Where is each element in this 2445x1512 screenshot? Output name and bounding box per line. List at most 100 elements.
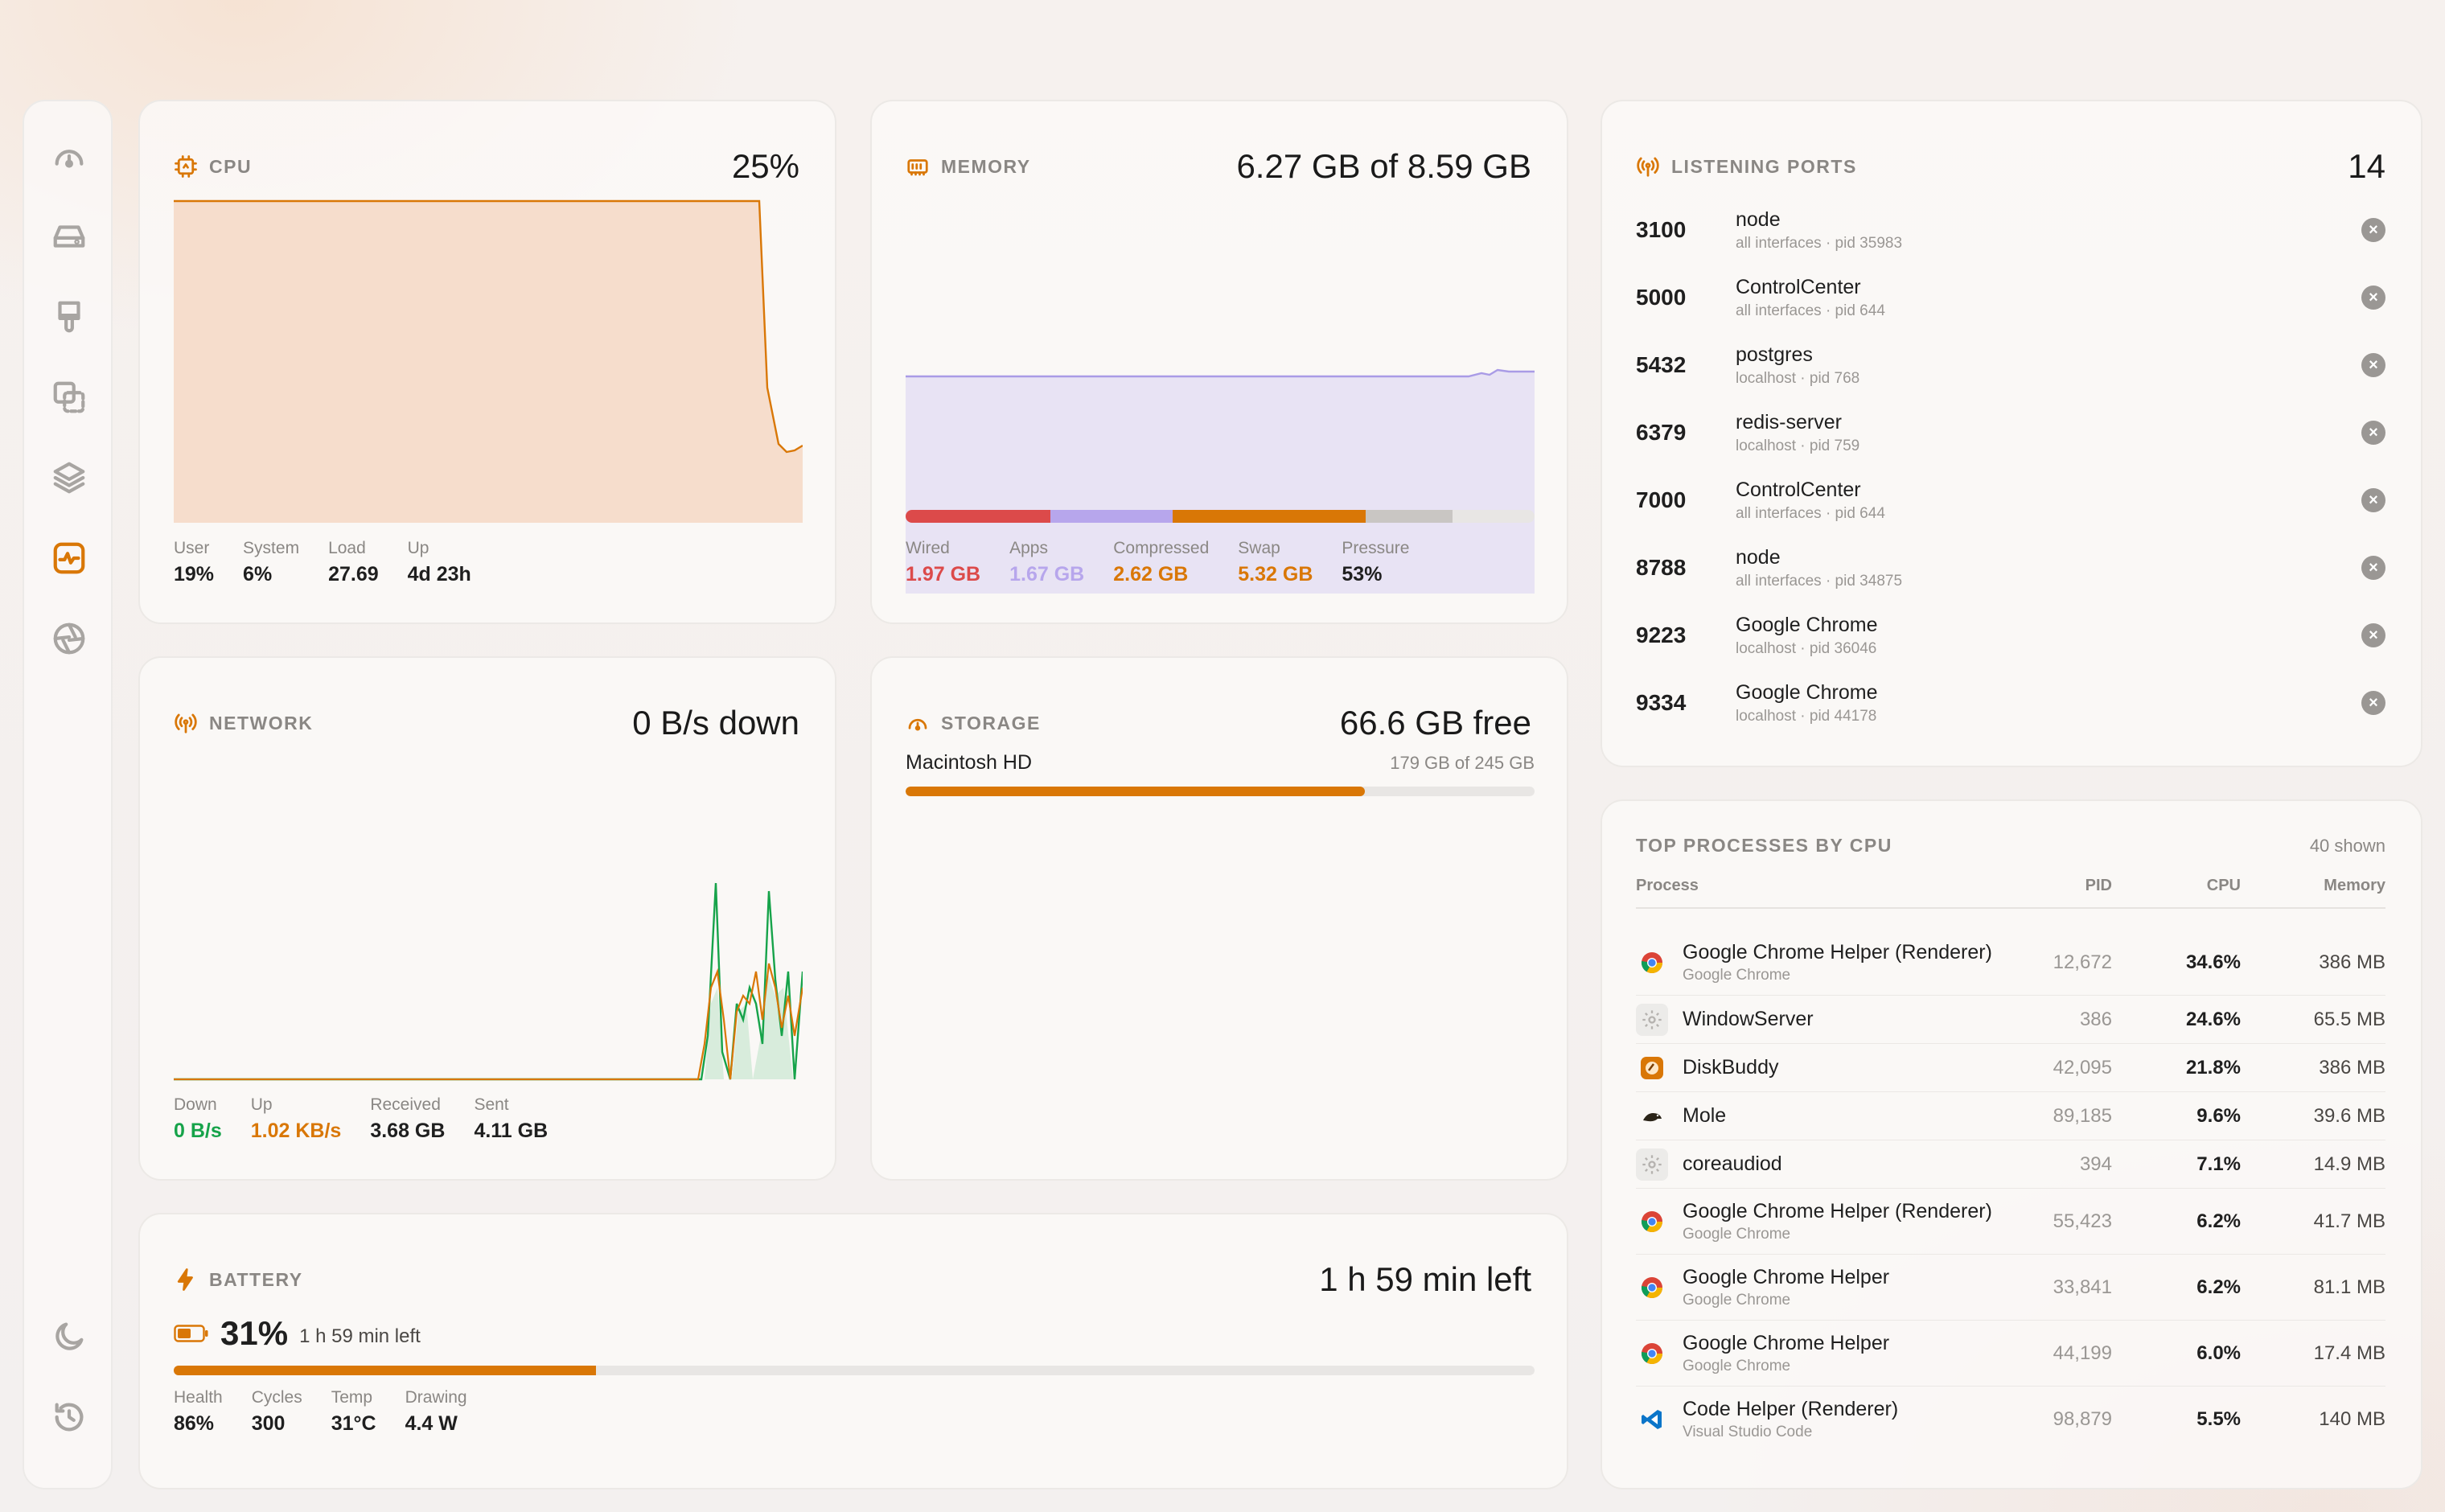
- process-memory: 39.6 MB: [2313, 1105, 2385, 1127]
- broadcast-icon: [175, 713, 197, 733]
- process-row[interactable]: DiskBuddy 42,095 21.8% 386 MB: [1636, 1044, 2385, 1092]
- aperture-icon[interactable]: [45, 614, 93, 663]
- wired-segment: [906, 510, 1050, 523]
- vscode-icon: [1636, 1403, 1668, 1436]
- battery-fill: [174, 1366, 596, 1375]
- disk-row[interactable]: Macintosh HD 179 GB of 245 GB: [906, 751, 1535, 774]
- process-cpu: 9.6%: [2196, 1105, 2241, 1127]
- disk-name: Macintosh HD: [906, 751, 1032, 774]
- process-row[interactable]: Google Chrome Helper (Renderer) Google Ch…: [1636, 1189, 2385, 1255]
- sidebar: [23, 100, 113, 1489]
- gauge-icon[interactable]: [45, 132, 93, 180]
- col-process[interactable]: Process: [1636, 877, 1699, 894]
- process-cpu: 5.5%: [2196, 1408, 2241, 1430]
- battery-bar: [174, 1366, 1535, 1375]
- battery-sub: 1 h 59 min left: [299, 1325, 421, 1347]
- battery-summary: 31% 1 h 59 min left: [174, 1314, 421, 1353]
- apps-icon[interactable]: [45, 373, 93, 421]
- process-pid: 12,672: [2053, 951, 2112, 973]
- process-row[interactable]: coreaudiod 394 7.1% 14.9 MB: [1636, 1140, 2385, 1189]
- process-row[interactable]: Mole 89,185 9.6% 39.6 MB: [1636, 1092, 2385, 1140]
- port-detail: all interfaces · pid 35983: [1736, 234, 1903, 252]
- battery-card: BATTERY 1 h 59 min left 31% 1 h 59 min l…: [138, 1213, 1568, 1489]
- memory-chart: [906, 368, 1535, 594]
- network-card: NETWORK 0 B/s down Down 0 B/s Up 1.02 KB/s…: [138, 656, 836, 1181]
- close-icon[interactable]: ×: [2361, 421, 2385, 445]
- process-pid: 98,879: [2053, 1408, 2112, 1430]
- stat-value: 4.11 GB: [474, 1120, 549, 1142]
- stat-label: User: [174, 539, 210, 557]
- moon-icon[interactable]: [45, 1313, 93, 1361]
- close-icon[interactable]: ×: [2361, 488, 2385, 512]
- gear-icon: [1636, 1148, 1668, 1181]
- stat-label: Temp: [331, 1388, 373, 1407]
- col-memory[interactable]: Memory: [2324, 877, 2385, 894]
- battery-stats: Health 86% Cycles 300 Temp 31°C Drawing 4.4 …: [174, 1388, 467, 1436]
- process-name: Google Chrome Helper: [1683, 1265, 1890, 1288]
- port-row: 6379 redis-server localhost · pid 759 ×: [1636, 399, 2385, 466]
- port-row: 5432 postgres localhost · pid 768 ×: [1636, 331, 2385, 399]
- close-icon[interactable]: ×: [2361, 691, 2385, 715]
- stat-label: Swap: [1238, 539, 1280, 557]
- process-pid: 386: [2079, 1009, 2112, 1030]
- process-app: Visual Studio Code: [1683, 1424, 1813, 1440]
- disk-usage-bar: [906, 787, 1535, 796]
- port-process: Google Chrome: [1736, 613, 1878, 636]
- process-name: WindowServer: [1683, 1008, 1814, 1030]
- stat-value: 86%: [174, 1412, 215, 1435]
- process-row[interactable]: Google Chrome Helper (Renderer) Google Ch…: [1636, 930, 2385, 996]
- process-cpu: 34.6%: [2185, 951, 2241, 973]
- cpu-label: CPU: [209, 155, 253, 177]
- port-process: postgres: [1736, 343, 1813, 366]
- port-row: 9334 Google Chrome localhost · pid 44178 …: [1636, 669, 2385, 737]
- stat-label: Up: [250, 1095, 273, 1114]
- battery-label: BATTERY: [209, 1268, 303, 1290]
- process-row[interactable]: Google Chrome Helper Google Chrome 44,199 6…: [1636, 1321, 2385, 1387]
- memory-card: MEMORY 6.27 GB of 8.59 GB Wired 1.97 GB A…: [870, 100, 1568, 624]
- process-cpu: 6.2%: [2196, 1276, 2241, 1298]
- ports-label: LISTENING PORTS: [1671, 155, 1857, 177]
- disk-icon[interactable]: [45, 212, 93, 261]
- processes-header: TOP PROCESSES BY CPU 40 shown: [1636, 835, 2385, 857]
- process-row[interactable]: WindowServer 386 24.6% 65.5 MB: [1636, 996, 2385, 1044]
- process-pid: 44,199: [2053, 1342, 2112, 1364]
- activity-icon[interactable]: [45, 534, 93, 582]
- port-process: redis-server: [1736, 410, 1842, 433]
- process-pid: 42,095: [2053, 1057, 2112, 1079]
- process-memory: 65.5 MB: [2313, 1009, 2385, 1030]
- process-memory: 17.4 MB: [2313, 1342, 2385, 1364]
- stat-label: Cycles: [251, 1388, 302, 1407]
- stat-label: Up: [407, 539, 429, 557]
- cpu-chart: [174, 199, 803, 523]
- swap-segment: [1366, 510, 1453, 523]
- process-row[interactable]: Code Helper (Renderer) Visual Studio Code…: [1636, 1387, 2385, 1452]
- process-row[interactable]: Google Chrome Helper Google Chrome 33,841 6…: [1636, 1255, 2385, 1321]
- stat-value: 2.62 GB: [1113, 563, 1189, 585]
- stat-value: 1.02 KB/s: [250, 1120, 342, 1142]
- port-number: 5000: [1636, 285, 1687, 310]
- stat-value: 300: [251, 1412, 286, 1435]
- col-pid[interactable]: PID: [2085, 877, 2112, 894]
- stat-label: Load: [328, 539, 366, 557]
- close-icon[interactable]: ×: [2361, 556, 2385, 580]
- col-cpu[interactable]: CPU: [2206, 877, 2241, 894]
- stat-value: 4.4 W: [405, 1412, 458, 1435]
- history-icon[interactable]: [45, 1393, 93, 1441]
- battery-icon: [174, 1325, 208, 1342]
- process-pid: 55,423: [2053, 1210, 2112, 1232]
- layers-icon[interactable]: [45, 454, 93, 502]
- process-cpu: 24.6%: [2185, 1009, 2241, 1030]
- process-name: Google Chrome Helper (Renderer): [1683, 1199, 1992, 1222]
- process-pid: 33,841: [2053, 1276, 2112, 1298]
- memory-icon: [907, 159, 928, 176]
- chrome-icon: [1636, 1206, 1668, 1238]
- brush-icon[interactable]: [45, 293, 93, 341]
- stat-label: Pressure: [1342, 539, 1410, 557]
- stat-value: 27.69: [328, 563, 379, 585]
- port-process: ControlCenter: [1736, 275, 1861, 298]
- close-icon[interactable]: ×: [2361, 286, 2385, 310]
- close-icon[interactable]: ×: [2361, 218, 2385, 242]
- process-memory: 41.7 MB: [2313, 1210, 2385, 1232]
- close-icon[interactable]: ×: [2361, 353, 2385, 377]
- close-icon[interactable]: ×: [2361, 623, 2385, 647]
